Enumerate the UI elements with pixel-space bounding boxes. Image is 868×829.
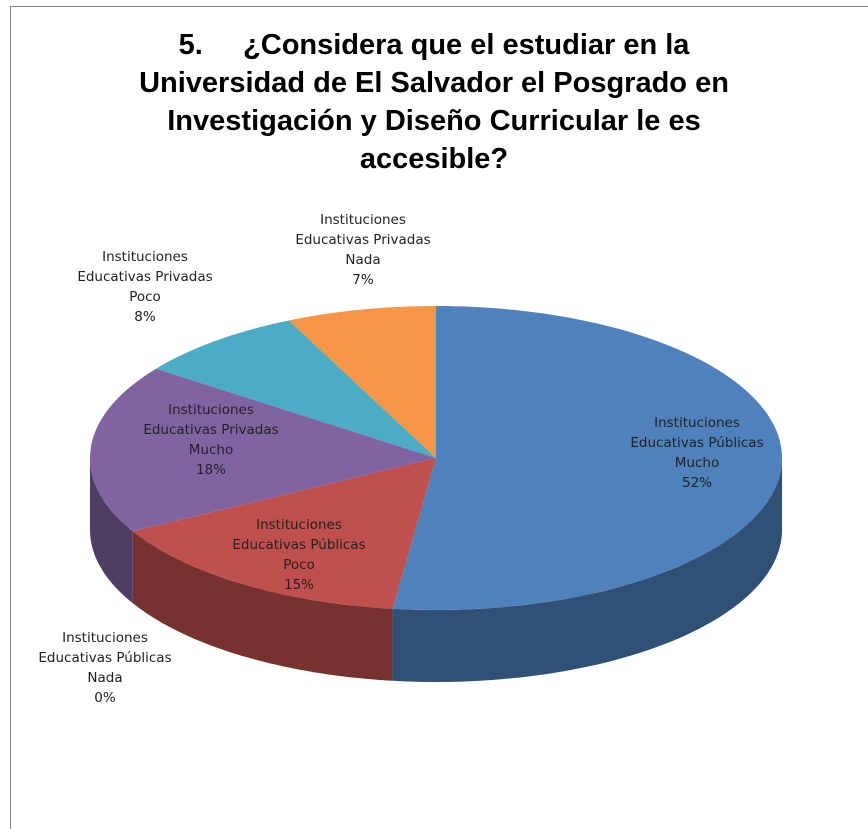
value-label: 8% [134, 309, 156, 325]
value-label: 52% [681, 475, 712, 491]
category-label: Instituciones Educativas Privadas Poco [77, 249, 213, 305]
value-label: 15% [283, 577, 314, 593]
data-label: Instituciones Educativas Privadas Nada 7% [283, 210, 443, 290]
category-label: Instituciones Educativas Públicas Poco [232, 517, 366, 573]
data-label: Instituciones Educativas Privadas Poco 8% [65, 247, 225, 327]
data-label: Instituciones Educativas Privadas Mucho 1… [131, 400, 291, 480]
slice [288, 306, 436, 458]
data-label: Instituciones Educativas Públicas Poco 15… [219, 515, 379, 595]
chart-border [10, 6, 868, 829]
chart-title: 5. ¿Considera que el estudiar en la Univ… [139, 29, 737, 175]
category-label: Instituciones Educativas Públicas Mucho [630, 415, 764, 471]
slice [90, 368, 436, 532]
category-label: Instituciones Educativas Privadas Nada [295, 212, 431, 268]
value-label: 0% [94, 690, 116, 706]
slice [132, 458, 437, 609]
category-label: Instituciones Educativas Públicas Nada [38, 630, 172, 686]
category-label: Instituciones Educativas Privadas Mucho [143, 402, 279, 458]
slice-side [132, 531, 393, 681]
value-label: 18% [195, 462, 226, 478]
slice [156, 320, 436, 458]
slice-side [90, 458, 133, 604]
slice [392, 306, 782, 610]
value-label: 7% [352, 272, 374, 288]
slice-side [392, 458, 782, 682]
data-label: Instituciones Educativas Públicas Mucho 5… [617, 413, 777, 493]
data-label: Instituciones Educativas Públicas Nada 0% [25, 628, 185, 708]
